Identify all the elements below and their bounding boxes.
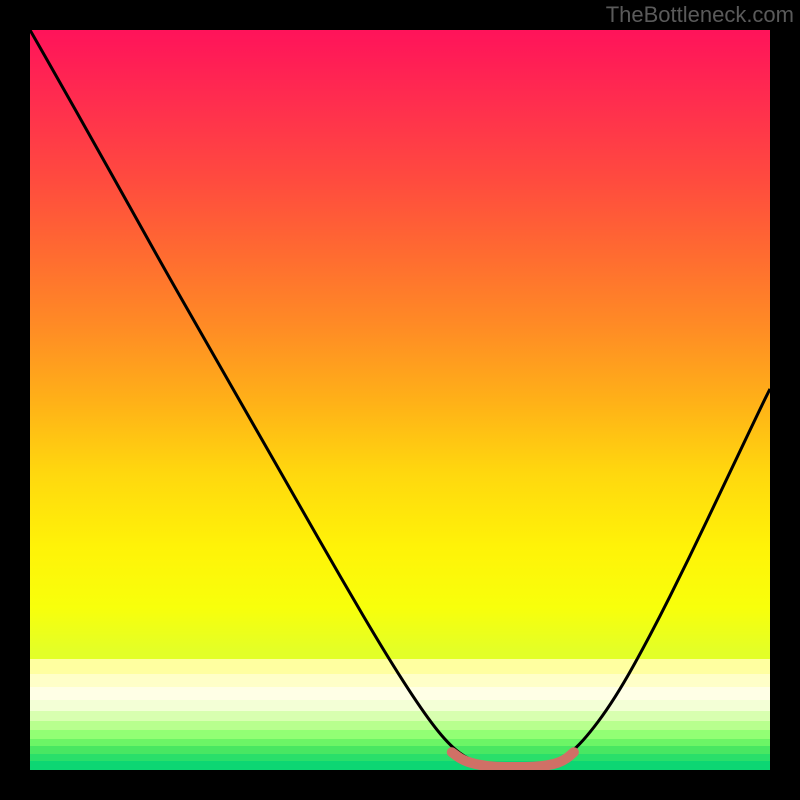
valley-bump-layer (30, 30, 770, 770)
chart-frame: TheBottleneck.com (0, 0, 800, 800)
valley-bump (452, 752, 574, 767)
watermark-text: TheBottleneck.com (606, 2, 794, 28)
plot-area (30, 30, 770, 770)
